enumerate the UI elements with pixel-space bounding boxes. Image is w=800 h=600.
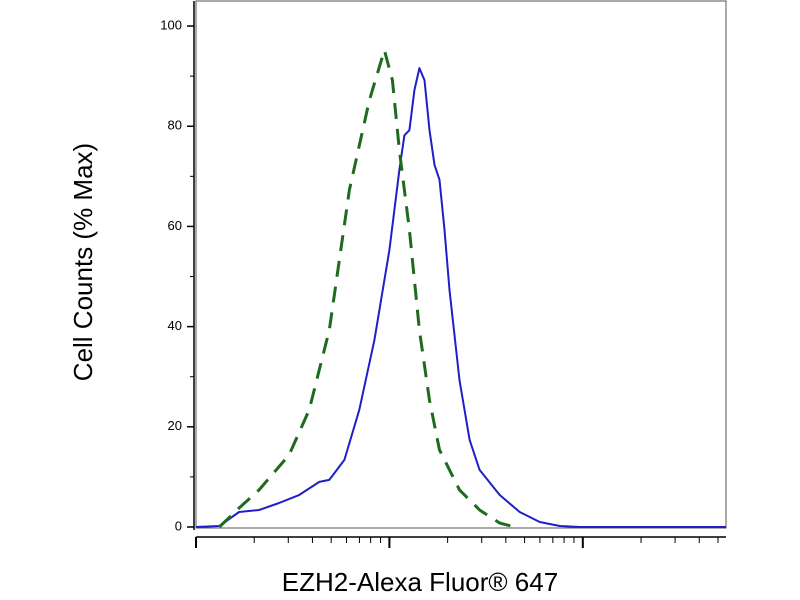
y-tick-label: 20	[168, 418, 182, 433]
histogram-line	[218, 48, 516, 529]
y-tick-label: 40	[168, 318, 182, 333]
y-tick-label: 100	[160, 17, 182, 32]
y-axis-label: Cell Counts (% Max)	[68, 143, 98, 381]
plot-frame	[195, 0, 727, 529]
y-tick-label: 60	[168, 218, 182, 233]
histogram-line	[195, 67, 726, 528]
y-tick-label: 0	[175, 518, 182, 533]
y-tick-label: 80	[168, 118, 182, 133]
x-axis-label: EZH2-Alexa Fluor® 647	[282, 567, 558, 597]
